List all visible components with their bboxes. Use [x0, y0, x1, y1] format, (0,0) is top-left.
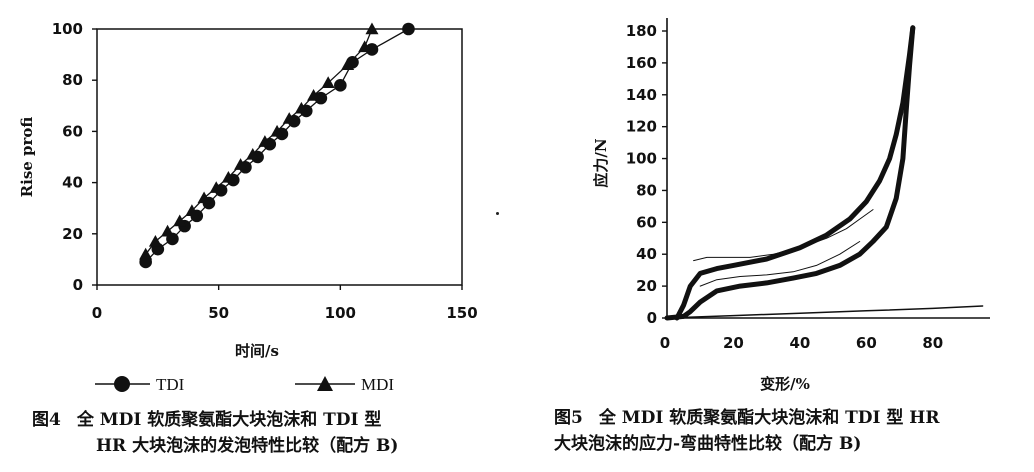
y-tick-label: 100: [626, 150, 657, 168]
y-tick-label: 60: [636, 213, 657, 231]
figure-5-caption: 图5 全 MDI 软质聚氨酯大块泡沫和 TDI 型 HR 大块泡沫的应力-弯曲特性…: [554, 405, 1032, 457]
legend-tdi-label: TDI: [156, 375, 185, 394]
x-axis-title: 变形/%: [760, 375, 810, 393]
point-mdi: [258, 135, 272, 147]
x-tick-label: 50: [208, 304, 229, 322]
point-mdi: [173, 214, 187, 227]
figure-4-caption-line2: HR 大块泡沫的发泡特性比较（配方 B): [96, 436, 399, 456]
point-mdi: [139, 247, 153, 260]
legend: TDI MDI: [95, 375, 394, 394]
point-tdi: [402, 22, 415, 36]
point-mdi: [365, 22, 379, 35]
y-tick-label: 60: [62, 122, 83, 140]
point-mdi: [161, 224, 175, 237]
x-tick-label: 60: [856, 334, 877, 352]
legend-mdi-marker: [317, 376, 333, 391]
y-axis-title: 应力/N: [592, 138, 610, 187]
x-tick-label: 100: [325, 304, 356, 322]
figure-4-number: 图4: [32, 410, 61, 430]
y-tick-label: 40: [62, 174, 83, 192]
point-mdi: [197, 191, 211, 204]
x-tick-label: 0: [92, 304, 102, 322]
point-mdi: [341, 58, 355, 71]
point-mdi: [294, 101, 308, 114]
point-mdi: [307, 89, 321, 101]
x-tick-label: 0: [660, 334, 670, 352]
x-tick-label: 20: [723, 334, 744, 352]
y-tick-label: 80: [62, 71, 83, 89]
figure-5-caption-line1: 全 MDI 软质聚氨酯大块泡沫和 TDI 型 HR: [598, 408, 940, 428]
figure-4-caption: 图4 全 MDI 软质聚氨酯大块泡沫和 TDI 型 HR 大块泡沫的发泡特性比较（…: [32, 407, 492, 459]
loading-curve: [674, 25, 916, 321]
point-tdi: [334, 79, 347, 92]
point-mdi: [209, 181, 223, 193]
stray-dot: [496, 212, 499, 215]
point-mdi: [234, 158, 248, 170]
y-tick-label: 20: [636, 277, 657, 295]
figure-5-number: 图5: [554, 408, 583, 428]
unloading-curve: [664, 25, 916, 321]
x-tick-label: 80: [922, 334, 943, 352]
y-tick-label: 0: [647, 309, 657, 327]
plot-frame: [96, 28, 463, 286]
x-tick-label: 40: [789, 334, 810, 352]
y-tick-label: 40: [636, 245, 657, 263]
y-tick-label: 180: [626, 22, 657, 40]
point-mdi: [221, 170, 235, 183]
x-axis-title: 时间/s: [235, 342, 279, 360]
point-mdi: [358, 40, 372, 53]
y-axis-title: Rise profi: [18, 117, 36, 198]
point-tdi: [365, 43, 379, 56]
figure-5-caption-line2: 大块泡沫的应力-弯曲特性比较（配方 B): [554, 434, 862, 454]
y-tick-label: 140: [626, 86, 657, 104]
legend-tdi-marker: [114, 376, 130, 392]
y-tick-label: 0: [73, 276, 83, 294]
point-mdi: [246, 147, 260, 160]
point-mdi: [282, 112, 296, 124]
secondary-loading-curve: [693, 209, 874, 262]
point-mdi: [321, 76, 335, 88]
point-mdi: [185, 204, 199, 216]
y-tick-label: 20: [62, 225, 83, 243]
y-tick-label: 80: [636, 181, 657, 199]
figure-4-caption-line1: 全 MDI 软质聚氨酯大块泡沫和 TDI 型: [76, 410, 382, 430]
point-mdi: [270, 124, 284, 137]
point-mdi: [148, 234, 162, 247]
legend-mdi-label: MDI: [361, 375, 394, 394]
y-tick-label: 100: [52, 20, 83, 38]
baseline-line: [666, 305, 984, 319]
y-tick-label: 160: [626, 54, 657, 72]
y-tick-label: 120: [626, 118, 657, 136]
x-tick-label: 150: [446, 304, 477, 322]
point-tdi: [314, 91, 328, 105]
figure-4-chart: 0 20 40 60 80 100 0 50 100 150 Rise profi 时间/s T…: [18, 20, 478, 394]
secondary-unloading-curve: [699, 241, 861, 287]
